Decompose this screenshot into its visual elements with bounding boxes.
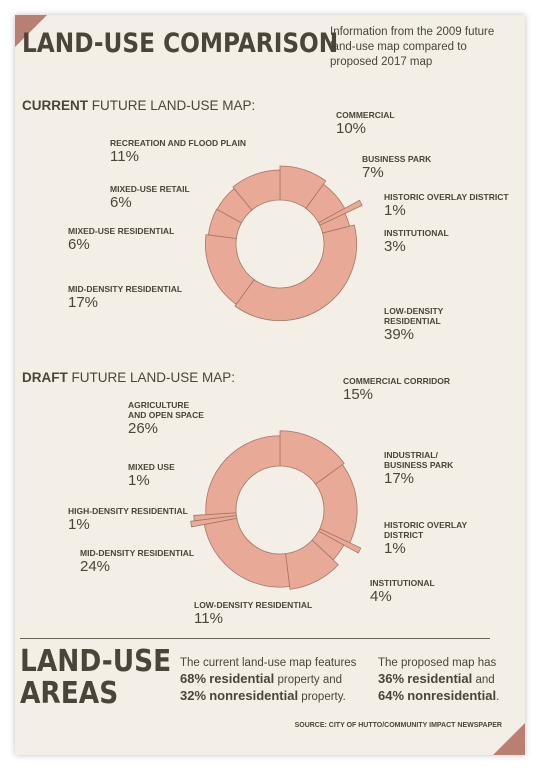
current-non-word: nonresidential (209, 688, 299, 703)
current-areas-summary: The current land-use map features 68% re… (180, 656, 370, 705)
proposed-non-word: nonresidential (407, 688, 497, 703)
slice-percent: 1% (68, 516, 90, 533)
proposed-non-pct: 64% (378, 688, 405, 703)
slice-percent: 4% (370, 588, 392, 605)
draft-label-low-density: LOW-DENSITY RESIDENTIAL 11% (194, 600, 312, 627)
current-summary-mid: property and (277, 674, 343, 686)
slice-name: RECREATION AND FLOOD PLAIN (110, 138, 246, 148)
page-title: LAND-USE COMPARISON (22, 28, 339, 59)
slice-name: BUSINESS PARK (362, 154, 432, 164)
corner-decoration-top-left (15, 15, 47, 47)
pie-slice-low-density-residential (285, 539, 339, 590)
slice-name: HIGH-DENSITY RESIDENTIAL (68, 506, 188, 516)
slice-name: COMMERCIAL (336, 110, 395, 120)
slice-percent: 1% (384, 540, 406, 557)
slice-percent: 15% (343, 386, 374, 403)
draft-label-institutional: INSTITUTIONAL 4% (370, 578, 435, 605)
slice-name: INSTITUTIONAL (370, 578, 435, 588)
current-map-heading-bold: CURRENT (22, 98, 88, 113)
slice-name: MID-DENSITY RESIDENTIAL (80, 548, 195, 558)
land-use-areas-title: LAND-USE AREAS (20, 646, 171, 710)
draft-label-agriculture: AGRICULTURE AND OPEN SPACE 26% (128, 400, 208, 437)
section-divider (20, 638, 490, 639)
slice-name: MIXED-USE RESIDENTIAL (68, 226, 175, 236)
pie-slice-commercial-corridor (279, 430, 345, 485)
current-res-word: residential (209, 671, 275, 686)
proposed-res-word: residential (407, 671, 473, 686)
slice-name: INDUSTRIAL/ BUSINESS PARK (384, 450, 454, 470)
slice-percent: 26% (128, 420, 159, 437)
proposed-areas-summary: The proposed map has 36% residential and… (378, 656, 508, 705)
slice-percent: 11% (194, 610, 223, 627)
current-label-low-density: LOW-DENSITY RESIDENTIAL 39% (384, 306, 484, 343)
draft-label-industrial: INDUSTRIAL/ BUSINESS PARK 17% (384, 450, 464, 487)
draft-label-high-density: HIGH-DENSITY RESIDENTIAL 1% (68, 506, 188, 533)
slice-name: LOW-DENSITY RESIDENTIAL (194, 600, 313, 610)
current-label-recreation: RECREATION AND FLOOD PLAIN 11% (110, 138, 246, 165)
slice-percent: 17% (384, 470, 415, 487)
slice-name: HISTORIC OVERLAY DISTRICT (384, 192, 509, 202)
draft-label-commercial-corridor: COMMERCIAL CORRIDOR 15% (343, 376, 450, 403)
slice-percent: 10% (336, 120, 367, 137)
page-subtitle: Information from the 2009 future land-us… (330, 26, 495, 68)
current-map-heading: CURRENT FUTURE LAND-USE MAP: (22, 98, 255, 113)
slice-percent: 6% (68, 236, 90, 253)
current-summary-intro: The current land-use map features (180, 657, 357, 669)
current-label-commercial: COMMERCIAL 10% (336, 110, 395, 137)
draft-label-mixed-use: MIXED USE 1% (128, 462, 175, 489)
current-map-heading-rest: FUTURE LAND-USE MAP: (91, 98, 256, 113)
slice-name: MID-DENSITY RESIDENTIAL (68, 284, 183, 294)
slice-percent: 39% (384, 326, 415, 343)
draft-map-heading-bold: DRAFT (22, 370, 68, 385)
current-label-mid-density: MID-DENSITY RESIDENTIAL 17% (68, 284, 182, 311)
corner-decoration-bottom-right (493, 723, 525, 755)
pie-slice-mid-density-residential (205, 234, 255, 305)
current-label-mixed-use-residential: MIXED-USE RESIDENTIAL 6% (68, 226, 174, 253)
slice-percent: 17% (68, 294, 99, 311)
draft-label-historic-overlay: HISTORIC OVERLAY DISTRICT 1% (384, 520, 494, 557)
slice-name: INSTITUTIONAL (384, 228, 449, 238)
pie-slice-low-density-residential (234, 224, 358, 322)
draft-map-heading-rest: FUTURE LAND-USE MAP: (71, 370, 236, 385)
slice-percent: 3% (384, 238, 406, 255)
proposed-summary-end: . (496, 691, 500, 703)
pie-slice-agriculture-and-open-space (205, 435, 281, 516)
slice-name: AGRICULTURE AND OPEN SPACE (128, 400, 204, 420)
slice-percent: 24% (80, 558, 111, 575)
proposed-summary-intro: The proposed map has (378, 657, 497, 669)
slice-percent: 1% (128, 472, 150, 489)
current-donut-chart (205, 165, 363, 322)
infographic-card (15, 15, 525, 755)
areas-title-line2: AREAS (20, 676, 119, 711)
pie-slice-mid-density-residential (203, 517, 291, 588)
current-label-historic-overlay: HISTORIC OVERLAY DISTRICT 1% (384, 192, 509, 219)
current-label-business-park: BUSINESS PARK 7% (362, 154, 431, 181)
current-non-pct: 32% (180, 688, 207, 703)
current-label-mixed-use-retail: MIXED-USE RETAIL 6% (110, 184, 190, 211)
slice-name: HISTORIC OVERLAY DISTRICT (384, 520, 467, 540)
slice-percent: 6% (110, 194, 132, 211)
slice-percent: 1% (384, 202, 406, 219)
current-res-pct: 68% (180, 671, 207, 686)
proposed-res-pct: 36% (378, 671, 405, 686)
slice-percent: 11% (110, 148, 139, 165)
slice-name: LOW-DENSITY RESIDENTIAL (384, 306, 444, 326)
areas-title-line1: LAND-USE (20, 644, 172, 679)
source-credit: SOURCE: CITY OF HUTTO/COMMUNITY IMPACT N… (294, 722, 502, 729)
current-label-institutional: INSTITUTIONAL 3% (384, 228, 449, 255)
pie-slice-recreation-and-flood-plain (232, 169, 281, 211)
draft-donut-chart (190, 430, 362, 590)
slice-name: MIXED-USE RETAIL (110, 184, 190, 194)
proposed-summary-mid: and (475, 674, 495, 686)
draft-map-heading: DRAFT FUTURE LAND-USE MAP: (22, 370, 235, 385)
current-summary-end: property. (301, 691, 346, 703)
draft-label-mid-density: MID-DENSITY RESIDENTIAL 24% (80, 548, 194, 575)
slice-percent: 7% (362, 164, 384, 181)
slice-name: COMMERCIAL CORRIDOR (343, 376, 451, 386)
slice-name: MIXED USE (128, 462, 175, 472)
